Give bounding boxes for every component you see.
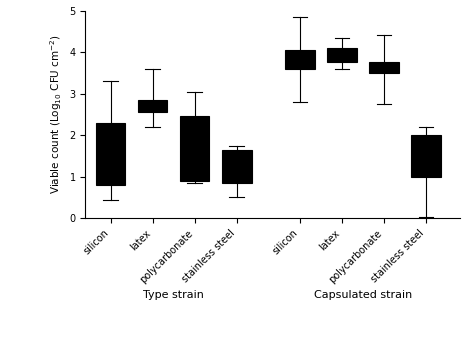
PathPatch shape (138, 100, 167, 112)
PathPatch shape (180, 117, 210, 181)
PathPatch shape (285, 50, 315, 69)
PathPatch shape (222, 150, 252, 183)
PathPatch shape (369, 63, 399, 73)
PathPatch shape (96, 123, 125, 185)
Text: Capsulated strain: Capsulated strain (314, 290, 412, 301)
PathPatch shape (411, 135, 441, 177)
Text: Type strain: Type strain (143, 290, 204, 301)
Y-axis label: Viable count (Log$_{10}$ CFU cm$^{-2}$): Viable count (Log$_{10}$ CFU cm$^{-2}$) (48, 34, 64, 194)
PathPatch shape (327, 48, 357, 63)
